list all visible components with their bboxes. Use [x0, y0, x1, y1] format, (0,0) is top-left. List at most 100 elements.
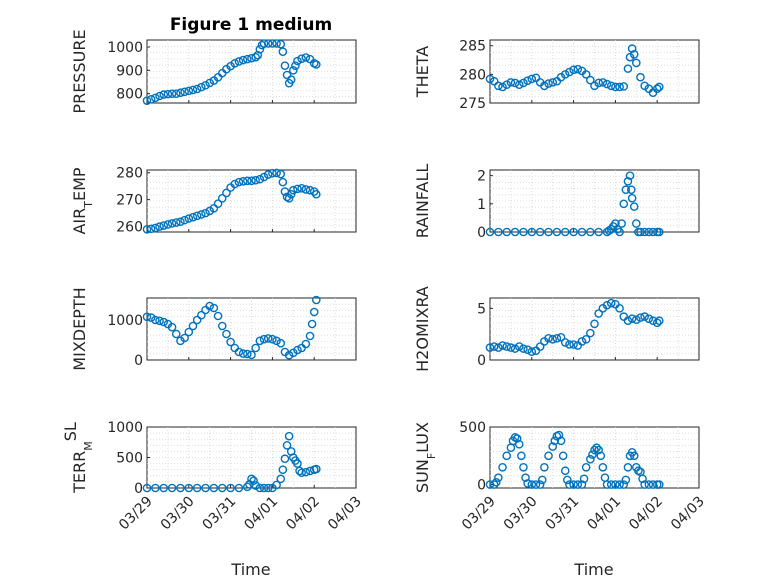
data-point — [632, 58, 641, 68]
data-point — [167, 89, 177, 98]
data-point — [184, 214, 194, 223]
data-point — [155, 222, 164, 231]
data-point — [205, 301, 214, 311]
data-point — [284, 431, 294, 441]
data-point — [309, 307, 319, 317]
data-point — [527, 480, 537, 489]
subplot-pressure: 800 900 1000 PRESSURE — [70, 29, 357, 114]
data-point — [632, 219, 641, 228]
data-point — [636, 313, 645, 322]
data-point — [611, 480, 620, 489]
data-point — [159, 221, 169, 230]
data-point — [282, 70, 292, 80]
data-point — [569, 340, 578, 349]
data-point — [163, 89, 173, 99]
data-point — [502, 227, 512, 237]
y-axis-label: TERRMSL — [61, 422, 95, 494]
y-tick-label: 0 — [477, 225, 486, 241]
data-point — [159, 90, 169, 99]
data-point — [519, 462, 528, 472]
data-point — [238, 177, 248, 186]
x-tick-label: 03/30 — [501, 494, 541, 534]
data-point — [297, 54, 306, 63]
data-point — [606, 480, 616, 489]
y-tick-label: 0 — [134, 353, 143, 369]
data-point — [598, 462, 608, 472]
data-point — [222, 329, 231, 339]
data-point — [151, 315, 160, 325]
data-point — [498, 462, 507, 472]
data-point — [581, 70, 591, 79]
data-point — [201, 208, 210, 218]
data-point — [176, 217, 185, 227]
data-point — [577, 480, 587, 489]
data-point — [544, 79, 553, 88]
grid — [490, 427, 699, 488]
data-point — [548, 78, 558, 87]
data-point — [521, 473, 530, 482]
x-tick-label: 04/02 — [283, 494, 323, 534]
data-point — [565, 340, 574, 349]
data-point — [146, 94, 156, 104]
data-point — [192, 315, 202, 325]
data-point — [263, 39, 273, 48]
y-axis-label: MIXDEPTH — [70, 287, 89, 370]
x-tick-label: 04/03 — [325, 494, 365, 534]
data-point — [535, 227, 545, 237]
data-point — [301, 53, 311, 62]
data-point — [606, 81, 616, 91]
data-point — [644, 227, 654, 237]
data-point — [648, 316, 658, 326]
x-tick-label: 04/02 — [626, 494, 666, 534]
data-point — [188, 321, 198, 331]
data-point — [569, 227, 578, 237]
subplot-air-temp: 260 270 280 AIRTEMP — [70, 166, 357, 236]
y-axis-label: SUNFLUX — [413, 422, 438, 493]
data-point — [506, 78, 516, 87]
y-tick-label: 1000 — [107, 420, 143, 436]
data-point — [623, 462, 633, 472]
data-point — [209, 303, 219, 313]
data-point — [648, 227, 658, 237]
data-point — [293, 56, 302, 66]
data-series — [142, 431, 321, 493]
data-point — [560, 70, 570, 79]
data-point — [263, 483, 273, 493]
grid — [147, 40, 356, 103]
data-point — [259, 172, 269, 182]
data-point — [263, 170, 273, 179]
data-point — [517, 451, 526, 461]
data-point — [531, 480, 541, 489]
x-tick-label: 03/31 — [543, 494, 583, 534]
data-point — [238, 349, 248, 358]
data-point — [577, 337, 587, 346]
data-point — [205, 78, 214, 88]
data-point — [282, 440, 292, 450]
data-point — [167, 322, 177, 332]
data-series — [142, 295, 321, 360]
data-point — [644, 314, 654, 323]
data-point — [142, 96, 152, 105]
y-tick-label: 270 — [116, 193, 143, 209]
data-point — [217, 321, 227, 331]
data-point — [247, 350, 256, 360]
y-tick-label: 0 — [477, 353, 486, 369]
data-point — [180, 87, 189, 97]
y-tick-label: 280 — [459, 67, 486, 83]
y-axis-label: RAINFALL — [413, 164, 432, 239]
data-point — [623, 64, 633, 73]
data-point — [268, 334, 277, 344]
data-point — [554, 430, 564, 440]
data-point — [586, 227, 595, 237]
data-point — [611, 219, 620, 228]
data-point — [163, 220, 173, 229]
data-point — [594, 78, 603, 88]
x-axis-label-right: Time — [573, 560, 613, 579]
data-point — [523, 76, 532, 85]
data-point — [192, 483, 202, 493]
data-point — [514, 80, 524, 89]
data-point — [268, 168, 277, 178]
data-point — [142, 483, 152, 493]
data-point — [188, 212, 198, 222]
data-point — [636, 72, 645, 82]
